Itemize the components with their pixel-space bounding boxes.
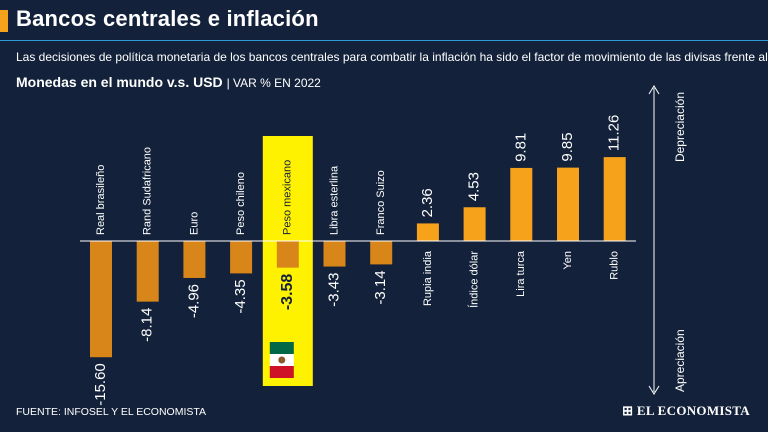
bar: [370, 241, 393, 265]
bar: [183, 241, 206, 278]
page-title: Bancos centrales e inflación: [16, 6, 319, 31]
value-label: -4.96: [185, 284, 202, 318]
bar: [463, 207, 486, 241]
bars-group: [90, 157, 626, 358]
value-label: -3.43: [325, 273, 342, 307]
title-divider: [0, 40, 768, 41]
bar: [510, 167, 533, 241]
brand-logo: ⊞ EL ECONOMISTA: [622, 403, 750, 419]
labels-group: Real brasileño -15.60 Rand Sudafricano -8.1…: [92, 115, 623, 406]
bar: [323, 241, 346, 267]
category-label: Franco Suizo: [375, 170, 387, 235]
value-label: -4.35: [232, 279, 249, 313]
arrow-down-icon: [648, 385, 660, 395]
category-label: Peso mexicano: [282, 160, 294, 235]
flag-emblem: [278, 356, 286, 364]
bar: [90, 241, 112, 358]
mexico-flag-icon: [269, 342, 294, 378]
value-label: 9.81: [512, 133, 529, 162]
chart-title: Monedas en el mundo v.s. USD | VAR % EN …: [16, 74, 321, 90]
value-label: -3.14: [372, 270, 389, 304]
category-label: Peso chileno: [235, 172, 247, 235]
flag-red-stripe: [269, 366, 294, 378]
side-axis: Depreciación Apreciación: [648, 85, 687, 395]
axis-bottom-label: Apreciación: [673, 329, 687, 392]
flag-green-stripe: [269, 342, 294, 354]
brand-name: EL ECONOMISTA: [636, 403, 750, 418]
value-label: -3.58: [279, 274, 296, 311]
value-label: 2.36: [419, 188, 436, 217]
bar: [603, 157, 626, 241]
value-label: 9.85: [559, 132, 576, 161]
chart-unit-label: | VAR % EN 2022: [226, 76, 321, 90]
category-label: Real brasileño: [95, 165, 107, 235]
chart-title-text: Monedas en el mundo v.s. USD: [16, 74, 223, 90]
value-label: 4.53: [466, 172, 483, 201]
category-label: Libra esterlina: [328, 165, 340, 235]
title-bar: Bancos centrales e inflación: [0, 0, 768, 40]
bar: [557, 167, 579, 241]
axis-top-label: Depreciación: [673, 92, 687, 162]
category-label: Índice dólar: [468, 251, 481, 308]
value-label: 11.26: [606, 115, 623, 151]
category-label: Lira turca: [515, 250, 527, 297]
category-label: Rupia india: [422, 250, 434, 306]
category-label: Euro: [188, 212, 200, 235]
bar: [416, 223, 439, 241]
category-label: Yen: [562, 251, 574, 270]
page-subtitle: Las decisiones de política monetaria de …: [16, 50, 768, 64]
value-label: -15.60: [92, 363, 109, 406]
category-label: Rublo: [609, 251, 621, 280]
brand-logo-icon: ⊞: [622, 403, 637, 418]
value-label: -8.14: [139, 308, 156, 342]
category-label: Rand Sudafricano: [142, 147, 154, 235]
title-accent: [0, 10, 8, 32]
source-note: FUENTE: INFOSEL Y EL ECONOMISTA: [16, 406, 207, 418]
bar: [276, 241, 299, 268]
arrow-up-icon: [648, 85, 660, 95]
bar: [230, 241, 253, 274]
bar: [136, 241, 159, 302]
